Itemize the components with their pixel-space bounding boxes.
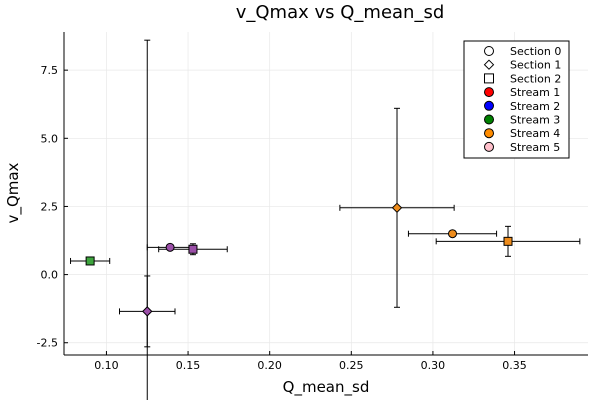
legend-label: Section 1 [510,59,561,72]
chart-title: v_Qmax vs Q_mean_sd [236,2,445,23]
y-tick-label: 2.5 [41,200,59,213]
data-point-square [504,237,512,245]
legend-label: Stream 2 [510,100,560,113]
legend-marker [485,101,494,110]
y-tick-label: 5.0 [41,132,59,145]
x-tick-label: 0.10 [94,359,119,372]
legend-label: Section 0 [510,45,561,58]
legend-label: Stream 3 [510,114,560,127]
data-point-circle [449,230,457,238]
legend-marker [485,129,494,138]
legend-marker [485,115,494,124]
x-tick-label: 0.25 [339,359,364,372]
legend-marker [485,74,494,83]
y-axis-label: v_Qmax [4,162,23,223]
y-tick-label: -2.5 [37,337,58,350]
x-tick-label: 0.20 [257,359,282,372]
legend-marker [485,47,494,56]
data-point-square [86,257,94,265]
legend-label: Stream 5 [510,141,560,154]
x-axis-label: Q_mean_sd [283,378,370,397]
legend-marker [485,142,494,151]
x-tick-label: 0.35 [502,359,527,372]
legend-label: Stream 1 [510,86,560,99]
legend-label: Section 2 [510,72,561,85]
data-point-circle [166,243,174,251]
y-tick-label: 0.0 [41,269,59,282]
legend-label: Stream 4 [510,127,560,140]
legend-marker [485,88,494,97]
x-tick-label: 0.15 [176,359,201,372]
x-tick-label: 0.30 [421,359,446,372]
data-point-square [189,245,197,253]
y-tick-label: 7.5 [41,64,59,77]
